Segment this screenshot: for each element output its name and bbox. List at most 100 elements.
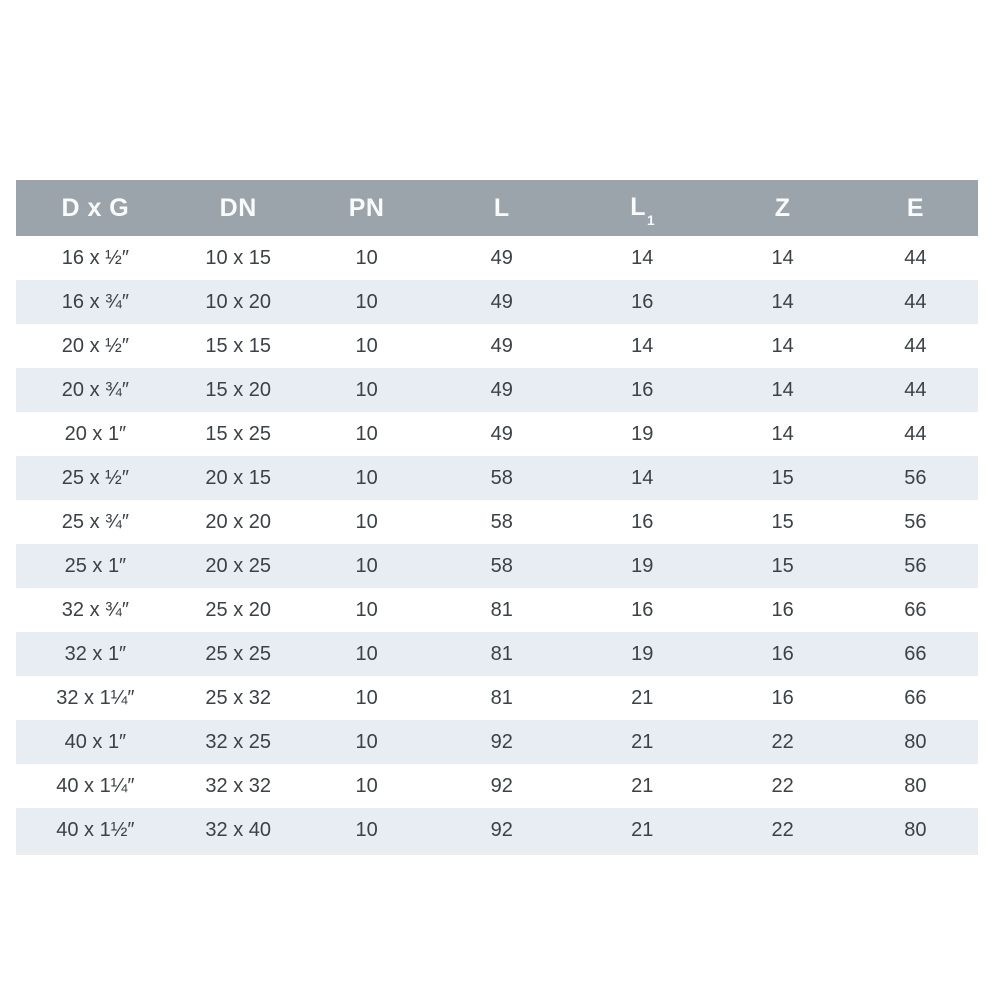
column-header-dxg: D x G (16, 180, 175, 236)
table-cell: 14 (712, 280, 853, 324)
table-cell: 21 (571, 764, 713, 808)
table-cell: 15 x 20 (174, 368, 302, 412)
table-cell: 66 (852, 676, 978, 720)
dimension-table-container: D x G DN PN L L1 Z E 16 x ½″ 10 x 15 10 49 1… (16, 180, 978, 855)
table-cell: 10 (301, 324, 432, 368)
table-cell: 15 (712, 500, 853, 544)
table-cell: 32 x 1¼″ (16, 676, 175, 720)
table-cell: 15 x 25 (174, 412, 302, 456)
table-cell: 81 (431, 676, 572, 720)
table-cell: 10 x 20 (174, 280, 302, 324)
table-cell: 56 (852, 500, 978, 544)
table-cell: 25 x 32 (174, 676, 302, 720)
table-cell: 20 x 1″ (16, 412, 175, 456)
dimension-table: D x G DN PN L L1 Z E 16 x ½″ 10 x 15 10 49 1… (16, 180, 978, 855)
table-cell: 14 (571, 456, 713, 500)
table-cell: 32 x 40 (174, 808, 302, 854)
table-cell: 25 x ¾″ (16, 500, 175, 544)
table-row: 20 x ¾″ 15 x 20 10 49 16 14 44 (16, 368, 978, 412)
table-cell: 32 x 25 (174, 720, 302, 764)
column-header-e: E (852, 180, 978, 236)
column-header-l: L (431, 180, 572, 236)
table-cell: 40 x 1″ (16, 720, 175, 764)
table-cell: 32 x ¾″ (16, 588, 175, 632)
table-cell: 10 (301, 632, 432, 676)
table-cell: 49 (431, 368, 572, 412)
table-cell: 14 (712, 412, 853, 456)
table-cell: 10 (301, 808, 432, 854)
table-row: 25 x ½″ 20 x 15 10 58 14 15 56 (16, 456, 978, 500)
table-row: 32 x 1¼″ 25 x 32 10 81 21 16 66 (16, 676, 978, 720)
table-cell: 16 (571, 368, 713, 412)
table-cell: 92 (431, 808, 572, 854)
table-cell: 56 (852, 544, 978, 588)
table-cell: 22 (712, 720, 853, 764)
table-cell: 10 (301, 720, 432, 764)
table-header: D x G DN PN L L1 Z E (16, 180, 978, 236)
table-cell: 20 x 20 (174, 500, 302, 544)
table-cell: 32 x 1″ (16, 632, 175, 676)
table-cell: 16 x ½″ (16, 236, 175, 280)
table-cell: 80 (852, 764, 978, 808)
table-cell: 16 (712, 632, 853, 676)
table-cell: 15 (712, 456, 853, 500)
table-cell: 14 (571, 324, 713, 368)
column-header-pn: PN (301, 180, 432, 236)
table-cell: 16 (571, 500, 713, 544)
table-cell: 10 (301, 764, 432, 808)
table-cell: 15 (712, 544, 853, 588)
table-cell: 10 (301, 456, 432, 500)
table-cell: 22 (712, 808, 853, 854)
table-cell: 66 (852, 632, 978, 676)
table-cell: 20 x ½″ (16, 324, 175, 368)
table-cell: 10 (301, 588, 432, 632)
table-cell: 16 (712, 588, 853, 632)
table-cell: 16 x ¾″ (16, 280, 175, 324)
table-row: 32 x ¾″ 25 x 20 10 81 16 16 66 (16, 588, 978, 632)
table-cell: 15 x 15 (174, 324, 302, 368)
table-row: 40 x 1¼″ 32 x 32 10 92 21 22 80 (16, 764, 978, 808)
table-cell: 21 (571, 676, 713, 720)
table-cell: 21 (571, 808, 713, 854)
table-cell: 81 (431, 588, 572, 632)
table-row: 16 x ¾″ 10 x 20 10 49 16 14 44 (16, 280, 978, 324)
table-row: 32 x 1″ 25 x 25 10 81 19 16 66 (16, 632, 978, 676)
table-cell: 19 (571, 412, 713, 456)
table-row: 20 x 1″ 15 x 25 10 49 19 14 44 (16, 412, 978, 456)
table-cell: 25 x 25 (174, 632, 302, 676)
table-cell: 20 x ¾″ (16, 368, 175, 412)
table-cell: 92 (431, 720, 572, 764)
table-cell: 10 (301, 280, 432, 324)
table-cell: 10 (301, 236, 432, 280)
table-cell: 80 (852, 720, 978, 764)
table-cell: 58 (431, 544, 572, 588)
table-cell: 21 (571, 720, 713, 764)
table-cell: 14 (571, 236, 713, 280)
table-cell: 16 (571, 588, 713, 632)
table-cell: 80 (852, 808, 978, 854)
table-cell: 25 x 20 (174, 588, 302, 632)
table-row: 20 x ½″ 15 x 15 10 49 14 14 44 (16, 324, 978, 368)
column-header-l1: L1 (571, 180, 713, 236)
table-row: 40 x 1″ 32 x 25 10 92 21 22 80 (16, 720, 978, 764)
table-cell: 44 (852, 236, 978, 280)
table-cell: 19 (571, 632, 713, 676)
column-header-z: Z (712, 180, 853, 236)
table-header-row: D x G DN PN L L1 Z E (16, 180, 978, 236)
table-cell: 10 x 15 (174, 236, 302, 280)
table-row: 25 x ¾″ 20 x 20 10 58 16 15 56 (16, 500, 978, 544)
table-cell: 14 (712, 324, 853, 368)
table-cell: 49 (431, 324, 572, 368)
table-cell: 14 (712, 368, 853, 412)
table-cell: 40 x 1½″ (16, 808, 175, 854)
table-cell: 10 (301, 500, 432, 544)
table-cell: 10 (301, 368, 432, 412)
table-cell: 49 (431, 412, 572, 456)
table-cell: 44 (852, 280, 978, 324)
table-cell: 66 (852, 588, 978, 632)
table-cell: 40 x 1¼″ (16, 764, 175, 808)
table-cell: 19 (571, 544, 713, 588)
table-cell: 81 (431, 632, 572, 676)
table-cell: 10 (301, 412, 432, 456)
